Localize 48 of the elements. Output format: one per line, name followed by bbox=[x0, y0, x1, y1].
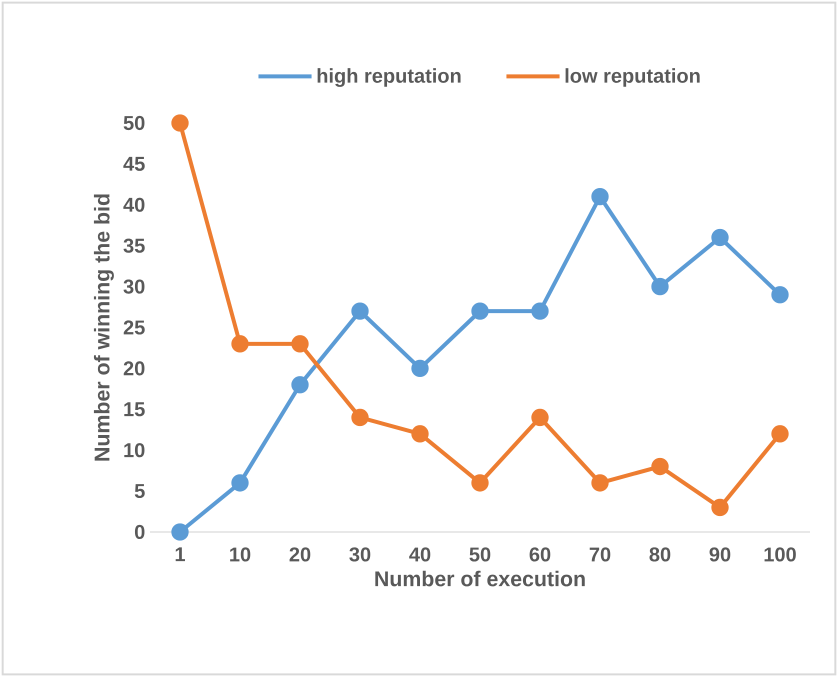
y-tick-label: 25 bbox=[124, 320, 145, 335]
x-tick-label: 50 bbox=[469, 547, 490, 562]
point bbox=[651, 458, 669, 476]
point bbox=[591, 188, 609, 206]
point bbox=[231, 474, 249, 492]
x-tick-label: 100 bbox=[764, 547, 796, 562]
x-tick-label: 90 bbox=[710, 547, 730, 562]
point bbox=[471, 302, 489, 320]
y-tick-label: 35 bbox=[124, 238, 145, 253]
x-tick-label: 1 bbox=[176, 547, 186, 562]
point bbox=[771, 286, 789, 304]
x-tick-label: 30 bbox=[349, 547, 370, 562]
point bbox=[411, 425, 429, 442]
y-tick-label: 20 bbox=[124, 361, 144, 376]
x-tick-label: 20 bbox=[290, 547, 310, 562]
y-axis-title: Number of winning the bid bbox=[94, 194, 114, 461]
point bbox=[291, 376, 309, 394]
x-tick-label: 70 bbox=[590, 547, 610, 562]
point bbox=[531, 408, 549, 426]
point bbox=[351, 408, 369, 426]
y-tick-label: 15 bbox=[124, 402, 145, 416]
y-tick-label: 30 bbox=[124, 279, 144, 294]
point bbox=[531, 302, 549, 320]
y-tick-label: 0 bbox=[134, 524, 144, 540]
legend-label: high reputation bbox=[318, 68, 461, 87]
point bbox=[411, 360, 429, 378]
y-tick-label: 50 bbox=[124, 116, 144, 130]
y-tick-label: 45 bbox=[123, 156, 145, 171]
y-tick-label: 5 bbox=[134, 484, 145, 498]
legend-label: low reputation bbox=[566, 68, 700, 87]
point bbox=[711, 498, 729, 516]
x-tick-label: 40 bbox=[409, 547, 430, 562]
point bbox=[171, 114, 189, 132]
x-tick-label: 10 bbox=[230, 547, 250, 562]
point bbox=[351, 302, 369, 320]
y-tick-label: 40 bbox=[123, 198, 144, 212]
point bbox=[651, 278, 669, 296]
x-tick-label: 80 bbox=[650, 547, 670, 562]
x-axis-title: Number of execution bbox=[375, 570, 585, 586]
point bbox=[591, 474, 609, 492]
point bbox=[711, 228, 729, 246]
point bbox=[771, 425, 789, 442]
point bbox=[231, 335, 249, 353]
point bbox=[171, 523, 189, 541]
y-tick-label: 10 bbox=[124, 443, 144, 458]
point bbox=[291, 335, 309, 353]
point bbox=[471, 474, 489, 492]
x-tick-label: 60 bbox=[530, 547, 550, 562]
